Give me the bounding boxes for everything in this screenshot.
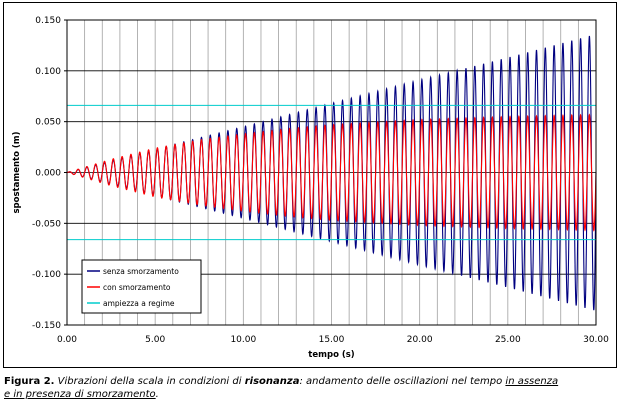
x-tick-label: 25.00 bbox=[495, 335, 521, 345]
caption-text-1: Vibrazioni della scala in condizioni di bbox=[54, 376, 245, 387]
y-tick-label: -0.100 bbox=[32, 270, 61, 280]
x-tick-label: 15.00 bbox=[319, 335, 345, 345]
y-tick-label: -0.050 bbox=[32, 219, 61, 229]
legend-entry: con smorzamento bbox=[103, 283, 171, 292]
x-tick-label: 20.00 bbox=[407, 335, 433, 345]
x-tick-label: 10.00 bbox=[230, 335, 256, 345]
x-axis-title: tempo (s) bbox=[308, 350, 355, 360]
caption-text-2: : andamento delle oscillazioni nel tempo bbox=[299, 376, 506, 387]
caption-underlined-2: e in presenza di smorzamento bbox=[4, 389, 156, 400]
caption-end: . bbox=[155, 389, 159, 400]
figure-caption: Figura 2. Vibrazioni della scala in cond… bbox=[4, 375, 619, 401]
chart: 0.150 0.100 0.050 0.000 -0.050 -0.100 -0.150 0.… bbox=[12, 16, 609, 360]
legend-box bbox=[81, 259, 202, 314]
caption-underlined-1: in assenza bbox=[505, 376, 559, 387]
x-tick-label: 30.00 bbox=[583, 335, 609, 345]
y-tick-label: 0.000 bbox=[35, 169, 61, 179]
y-tick-label: 0.100 bbox=[35, 67, 61, 77]
legend: senza smorzamento con smorzamento ampiezza… bbox=[81, 259, 202, 314]
series-line-con-smorzamento bbox=[67, 113, 597, 232]
legend-entry: senza smorzamento bbox=[103, 267, 179, 276]
caption-label: Figura 2. bbox=[4, 376, 55, 387]
y-tick-label: 0.150 bbox=[35, 16, 61, 26]
legend-entry: ampiezza a regime bbox=[103, 299, 175, 308]
x-tick-label: 5.00 bbox=[145, 335, 165, 345]
caption-emphasis: risonanza bbox=[244, 376, 300, 387]
y-tick-label: 0.050 bbox=[35, 118, 61, 128]
y-axis-title: spostamento (m) bbox=[12, 131, 22, 213]
x-tick-label: 0.00 bbox=[57, 335, 77, 345]
y-tick-label: -0.150 bbox=[32, 321, 61, 331]
